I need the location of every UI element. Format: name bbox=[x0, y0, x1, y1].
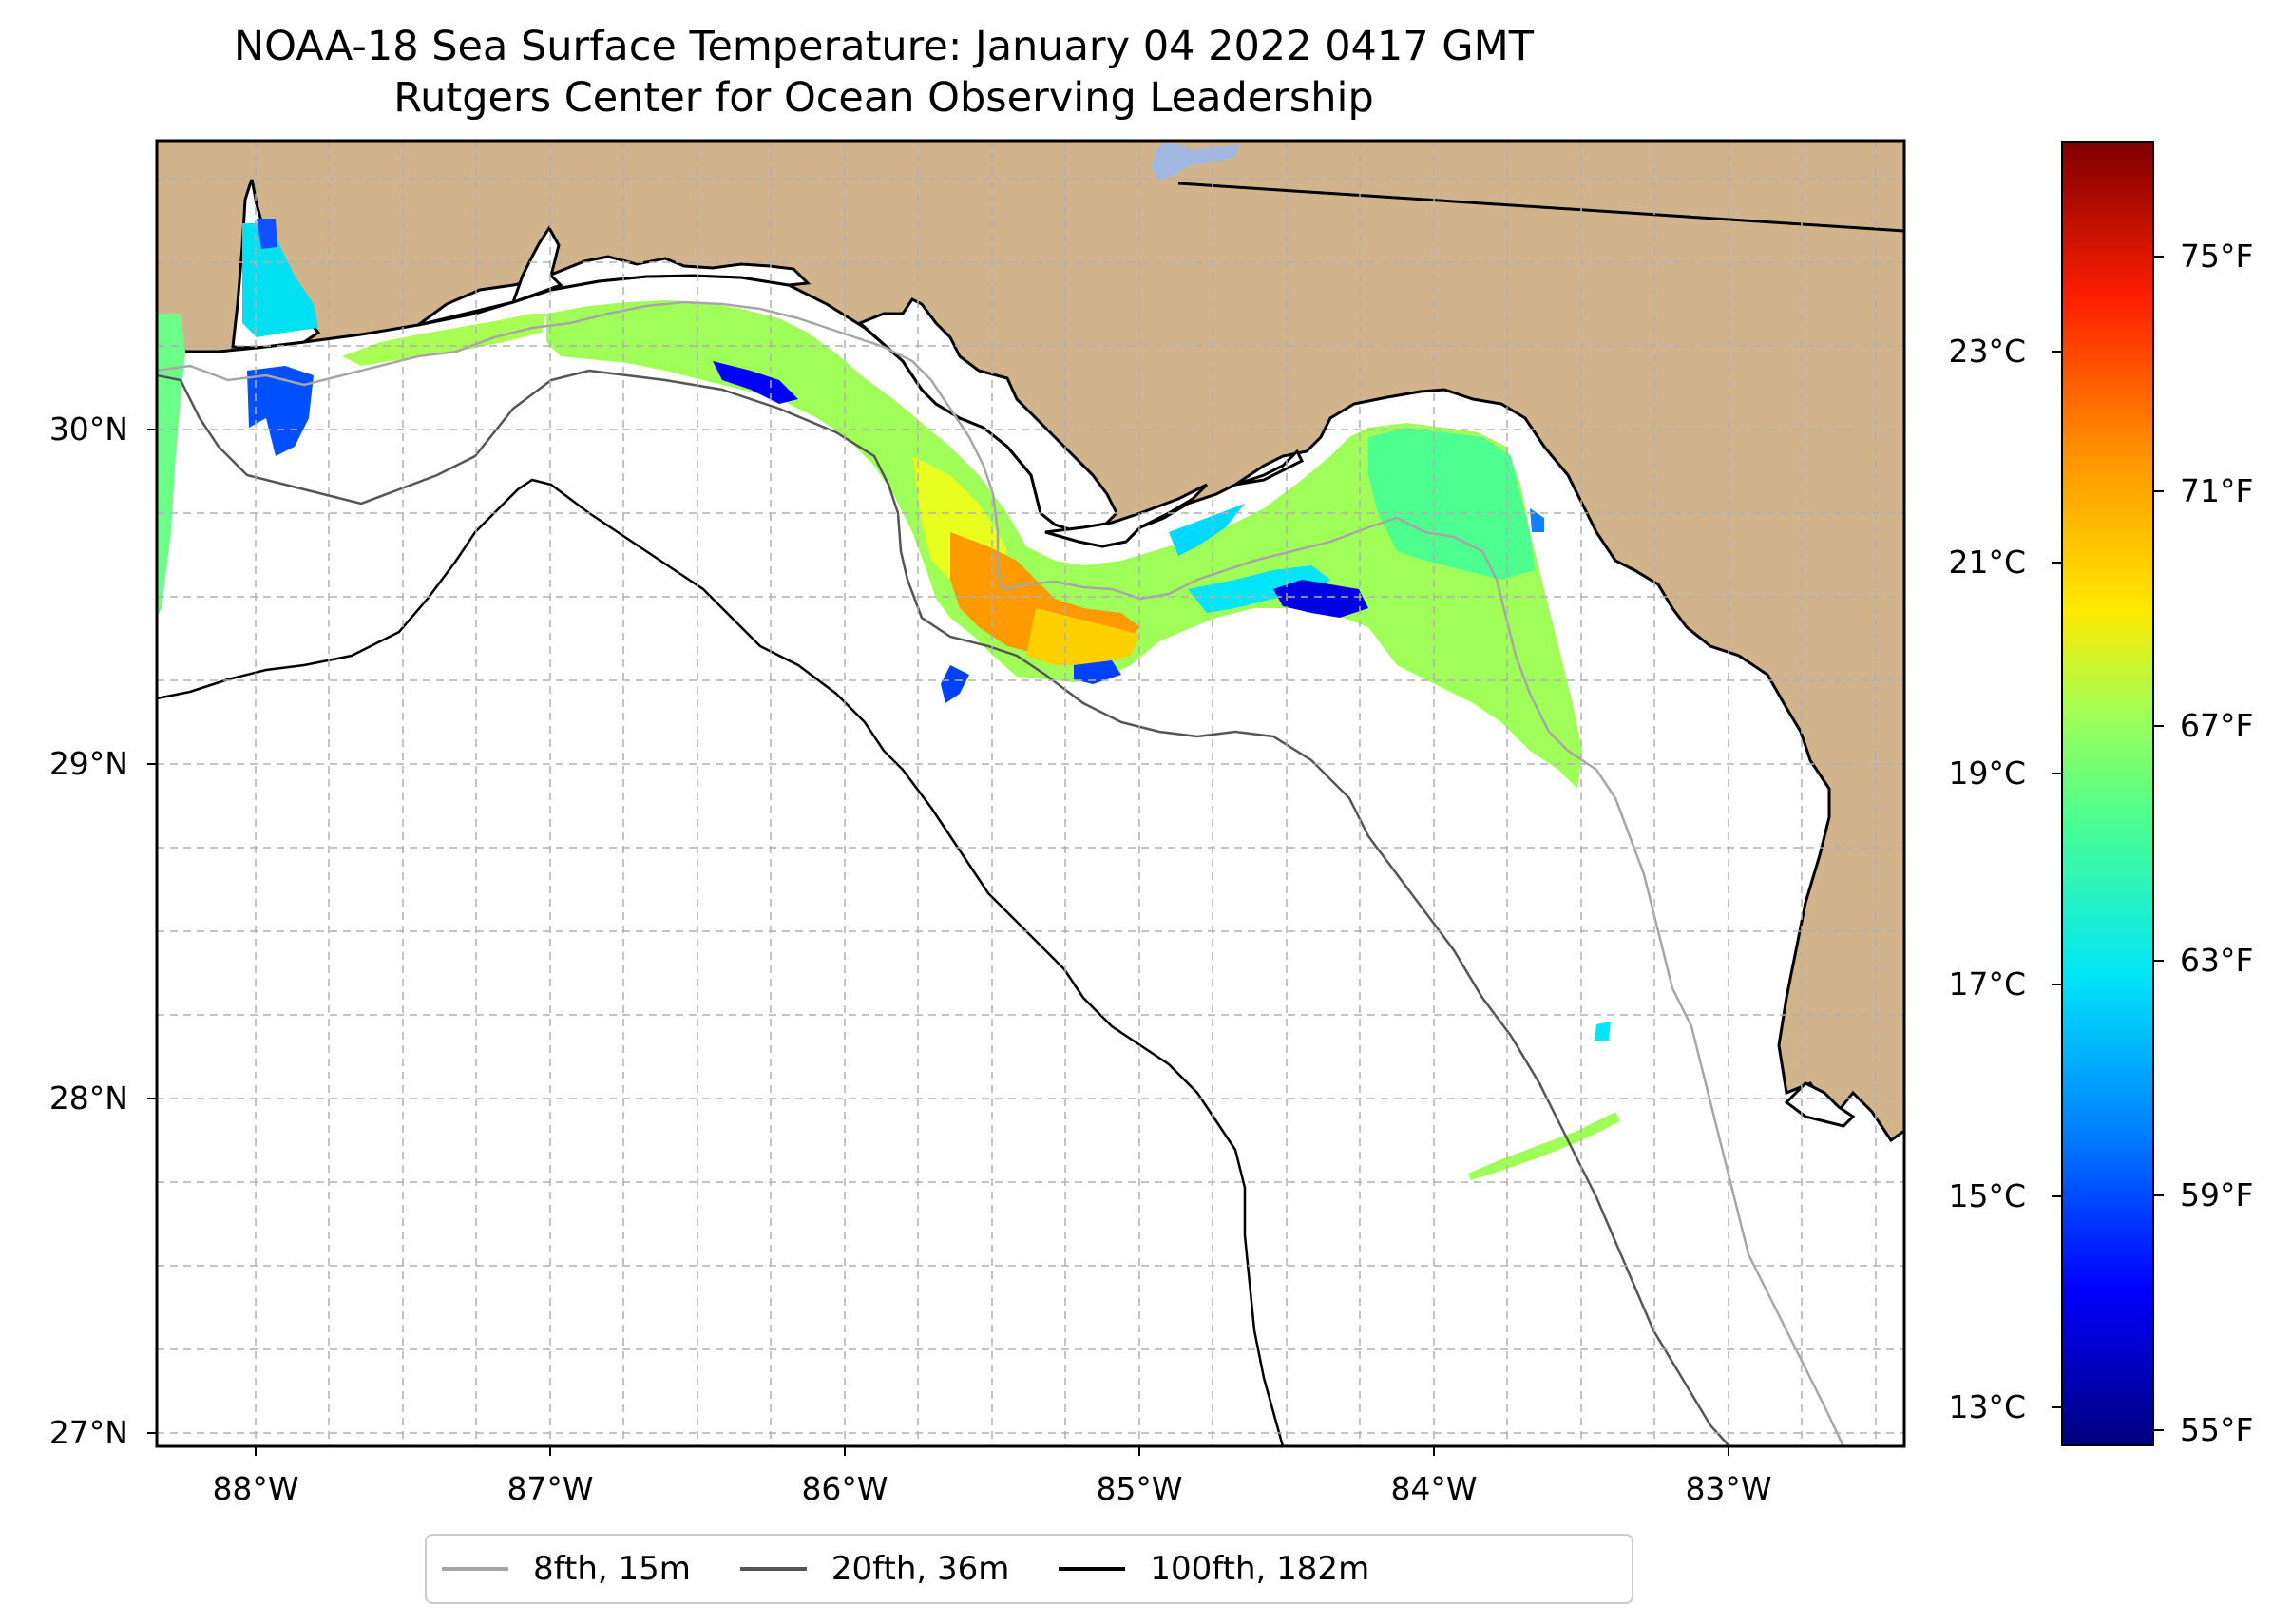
lon-label-88w: 88°W bbox=[212, 1470, 299, 1507]
legend-item-8fth: 8fth, 15m bbox=[442, 1550, 691, 1588]
map-frame bbox=[155, 139, 1906, 1448]
lon-label-85w: 85°W bbox=[1096, 1470, 1183, 1507]
axis-ticks bbox=[147, 429, 1729, 1456]
legend-item-20fth: 20fth, 36m bbox=[739, 1550, 1010, 1588]
colorbar-label-23c: 23°C bbox=[1948, 333, 2026, 370]
legend-item-100fth: 100fth, 182m bbox=[1059, 1550, 1369, 1588]
chart-subtitle: Rutgers Center for Ocean Observing Leade… bbox=[393, 74, 1374, 122]
colorbar-label-59f: 59°F bbox=[2180, 1176, 2254, 1213]
colorbar-label-13c: 13°C bbox=[1948, 1388, 2026, 1425]
lon-label-86w: 86°W bbox=[801, 1470, 888, 1507]
isobath-100fth bbox=[157, 478, 1285, 1446]
colorbar-label-71f: 71°F bbox=[2180, 472, 2254, 509]
colorbar-label-19c: 19°C bbox=[1948, 755, 2026, 792]
colorbar-label-67f: 67°F bbox=[2180, 707, 2254, 744]
colorbar-label-21c: 21°C bbox=[1948, 544, 2026, 581]
lat-label-29n: 29°N bbox=[48, 745, 128, 782]
legend-swatch-20fth bbox=[739, 1567, 807, 1571]
lat-label-30n: 30°N bbox=[48, 411, 128, 448]
isobath-legend: 8fth, 15m 20fth, 36m 100fth, 182m bbox=[425, 1534, 1633, 1604]
temperature-colorbar bbox=[2061, 141, 2154, 1446]
lon-label-83w: 83°W bbox=[1685, 1470, 1772, 1507]
colorbar-label-15c: 15°C bbox=[1948, 1177, 2026, 1214]
sst-data bbox=[157, 219, 1620, 1180]
legend-label-100fth: 100fth, 182m bbox=[1150, 1550, 1370, 1588]
lat-label-27n: 27°N bbox=[48, 1414, 128, 1451]
graticule bbox=[157, 141, 1904, 1446]
isobath-20fth bbox=[157, 369, 1730, 1446]
state-border bbox=[1177, 182, 1904, 233]
colorbar-label-75f: 75°F bbox=[2180, 238, 2254, 275]
lon-label-84w: 84°W bbox=[1390, 1470, 1478, 1507]
isobath-8fth bbox=[157, 300, 1845, 1446]
lon-label-87w: 87°W bbox=[506, 1470, 594, 1507]
lat-label-28n: 28°N bbox=[48, 1079, 128, 1117]
colorbar-label-17c: 17°C bbox=[1948, 965, 2026, 1003]
chart-title: NOAA-18 Sea Surface Temperature: January… bbox=[234, 23, 1534, 70]
colorbar-label-55f: 55°F bbox=[2180, 1411, 2254, 1448]
lake bbox=[1152, 143, 1240, 181]
legend-label-20fth: 20fth, 36m bbox=[831, 1550, 1010, 1588]
legend-swatch-8fth bbox=[442, 1567, 508, 1571]
colorbar-label-63f: 63°F bbox=[2180, 942, 2254, 979]
legend-swatch-100fth bbox=[1059, 1567, 1126, 1571]
legend-label-8fth: 8fth, 15m bbox=[533, 1550, 691, 1588]
